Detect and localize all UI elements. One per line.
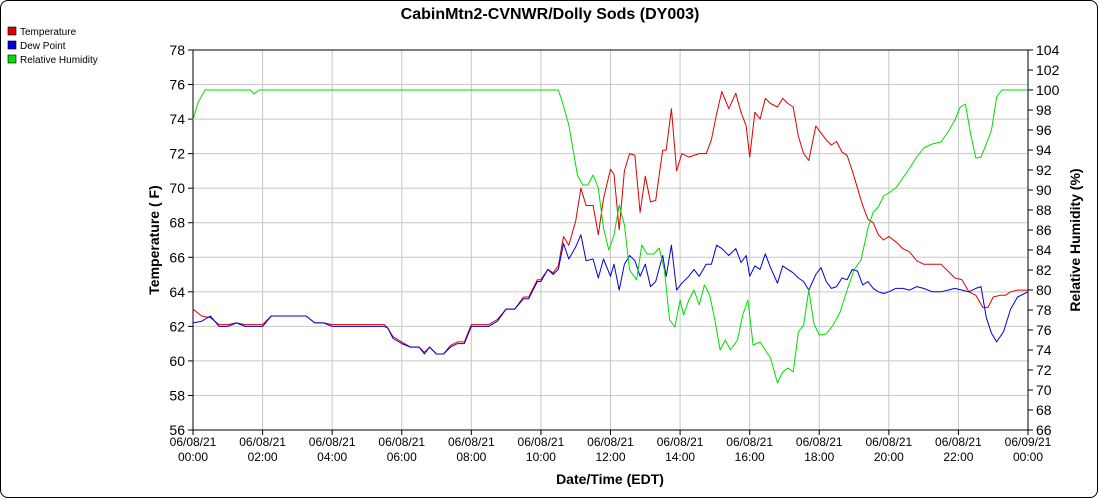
legend: Temperature Dew Point Relative Humidity <box>7 26 98 66</box>
y-right-tick-label: 78 <box>1036 302 1052 318</box>
legend-label-dew-point: Dew Point <box>20 41 66 52</box>
x-tick-label-date: 06/09/21 <box>1005 435 1052 449</box>
y-right-tick-label: 76 <box>1036 322 1052 338</box>
x-tick-label-time: 04:00 <box>317 450 347 464</box>
x-tick-label-time: 06:00 <box>387 450 417 464</box>
y-left-tick-label: 58 <box>169 387 185 403</box>
x-tick-label-date: 06/08/21 <box>448 435 495 449</box>
legend-swatch-temperature <box>7 26 17 36</box>
x-tick-label-date: 06/08/21 <box>935 435 982 449</box>
y-right-tick-label: 94 <box>1036 142 1052 158</box>
y-left-tick-label: 68 <box>169 215 185 231</box>
y-right-tick-label: 68 <box>1036 402 1052 418</box>
y-right-tick-label: 74 <box>1036 342 1052 358</box>
x-tick-label-date: 06/08/21 <box>865 435 912 449</box>
y-right-tick-label: 100 <box>1036 82 1060 98</box>
y-axis-left-label: Temperature ( F) <box>146 185 162 294</box>
series-line-dew-point <box>192 234 1029 355</box>
y-right-tick-label: 102 <box>1036 62 1060 78</box>
series-line-temperature <box>192 91 1028 355</box>
y-left-tick-label: 66 <box>169 249 185 265</box>
y-right-tick-label: 86 <box>1036 222 1052 238</box>
x-tick-label-date: 06/08/21 <box>378 435 425 449</box>
legend-swatch-relative-humidity <box>7 54 17 64</box>
y-right-tick-label: 80 <box>1036 282 1052 298</box>
y-left-tick-label: 62 <box>169 318 185 334</box>
x-tick-label-date: 06/08/21 <box>309 435 356 449</box>
x-tick-label-time: 22:00 <box>943 450 973 464</box>
y-left-tick-label: 76 <box>169 77 185 93</box>
x-tick-label-time: 00:00 <box>178 450 208 464</box>
y-right-tick-label: 104 <box>1036 42 1060 58</box>
legend-label-relative-humidity: Relative Humidity <box>20 55 98 66</box>
y-right-tick-label: 70 <box>1036 382 1052 398</box>
y-right-tick-label: 82 <box>1036 262 1052 278</box>
y-left-tick-label: 70 <box>169 180 185 196</box>
y-right-tick-label: 90 <box>1036 182 1052 198</box>
legend-label-temperature: Temperature <box>20 27 77 38</box>
x-tick-label-time: 12:00 <box>595 450 625 464</box>
chart-title: CabinMtn2-CVNWR/Dolly Sods (DY003) <box>401 6 700 23</box>
y-right-tick-label: 84 <box>1036 242 1052 258</box>
x-tick-label-time: 20:00 <box>874 450 904 464</box>
y-right-tick-label: 92 <box>1036 162 1052 178</box>
x-tick-label-time: 14:00 <box>665 450 695 464</box>
y-right-tick-label: 88 <box>1036 202 1052 218</box>
y-right-tick-label: 72 <box>1036 362 1052 378</box>
x-tick-label-time: 10:00 <box>526 450 556 464</box>
y-left-tick-label: 64 <box>169 284 185 300</box>
y-left-tick-label: 72 <box>169 146 185 162</box>
y-left-tick-label: 78 <box>169 42 185 58</box>
series-line-relative-humidity <box>192 89 1028 384</box>
x-tick-label-time: 18:00 <box>804 450 834 464</box>
x-tick-label-date: 06/08/21 <box>726 435 773 449</box>
x-tick-label-time: 02:00 <box>248 450 278 464</box>
y-right-tick-label: 66 <box>1036 422 1052 438</box>
y-right-tick-label: 96 <box>1036 122 1052 138</box>
y-axis-right-label: Relative Humidity (%) <box>1067 168 1083 311</box>
x-tick-label-date: 06/08/21 <box>657 435 704 449</box>
legend-swatch-dew-point <box>7 40 17 50</box>
grid <box>192 49 1029 431</box>
y-left-tick-label: 74 <box>169 111 185 127</box>
axes: 06/08/2100:0006/08/2102:0006/08/2104:000… <box>169 42 1059 464</box>
x-axis-label: Date/Time (EDT) <box>556 471 664 487</box>
y-right-tick-label: 98 <box>1036 102 1052 118</box>
x-tick-label-date: 06/08/21 <box>239 435 286 449</box>
x-tick-label-time: 16:00 <box>735 450 765 464</box>
x-tick-label-date: 06/08/21 <box>587 435 634 449</box>
x-tick-label-date: 06/08/21 <box>796 435 843 449</box>
x-tick-label-time: 08:00 <box>456 450 486 464</box>
x-tick-label-date: 06/08/21 <box>170 435 217 449</box>
series-lines <box>192 89 1029 384</box>
y-left-tick-label: 56 <box>169 422 185 438</box>
x-tick-label-time: 00:00 <box>1013 450 1043 464</box>
y-left-tick-label: 60 <box>169 353 185 369</box>
x-tick-label-date: 06/08/21 <box>518 435 565 449</box>
